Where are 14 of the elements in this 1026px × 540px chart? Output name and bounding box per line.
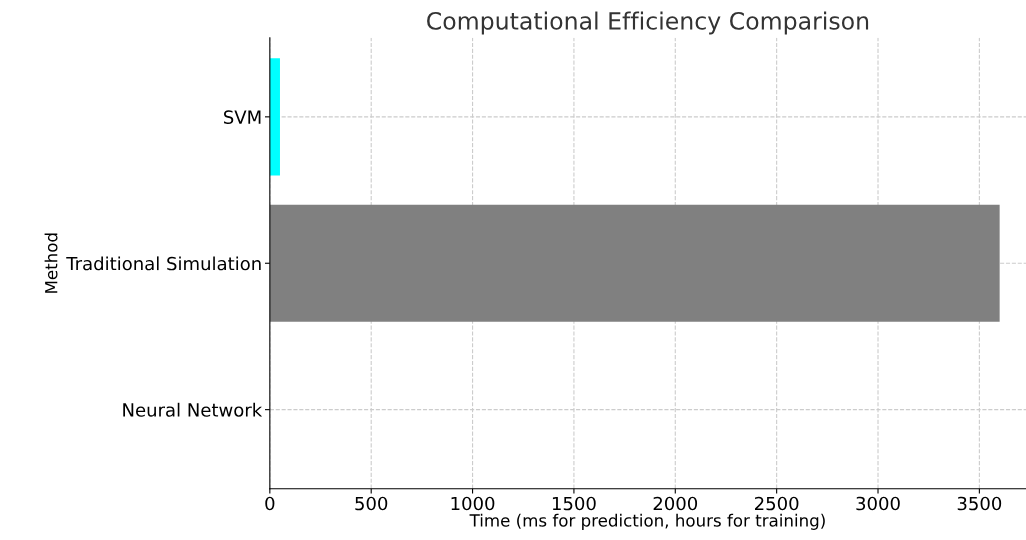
- x-tick-label: 2000: [653, 496, 698, 511]
- x-axis-title: Time (ms for prediction, hours for training): [469, 513, 825, 530]
- x-tick-label: 3000: [856, 496, 900, 511]
- y-tick-label: Neural Network: [123, 402, 263, 417]
- x-tick-label: 1000: [451, 496, 495, 511]
- y-axis-title: Method: [44, 233, 58, 293]
- chart-title: Computational Efficiency Comparison: [427, 11, 869, 35]
- x-tick-label: 1500: [552, 496, 596, 511]
- x-tick-label: 2500: [755, 496, 799, 511]
- x-tick-label: 500: [355, 496, 388, 511]
- y-tick-label: Traditional Simulation: [66, 256, 261, 271]
- y-tick-label: SVM: [224, 110, 261, 124]
- x-tick-label: 3500: [957, 496, 1002, 511]
- x-tick-label: 0: [265, 496, 275, 511]
